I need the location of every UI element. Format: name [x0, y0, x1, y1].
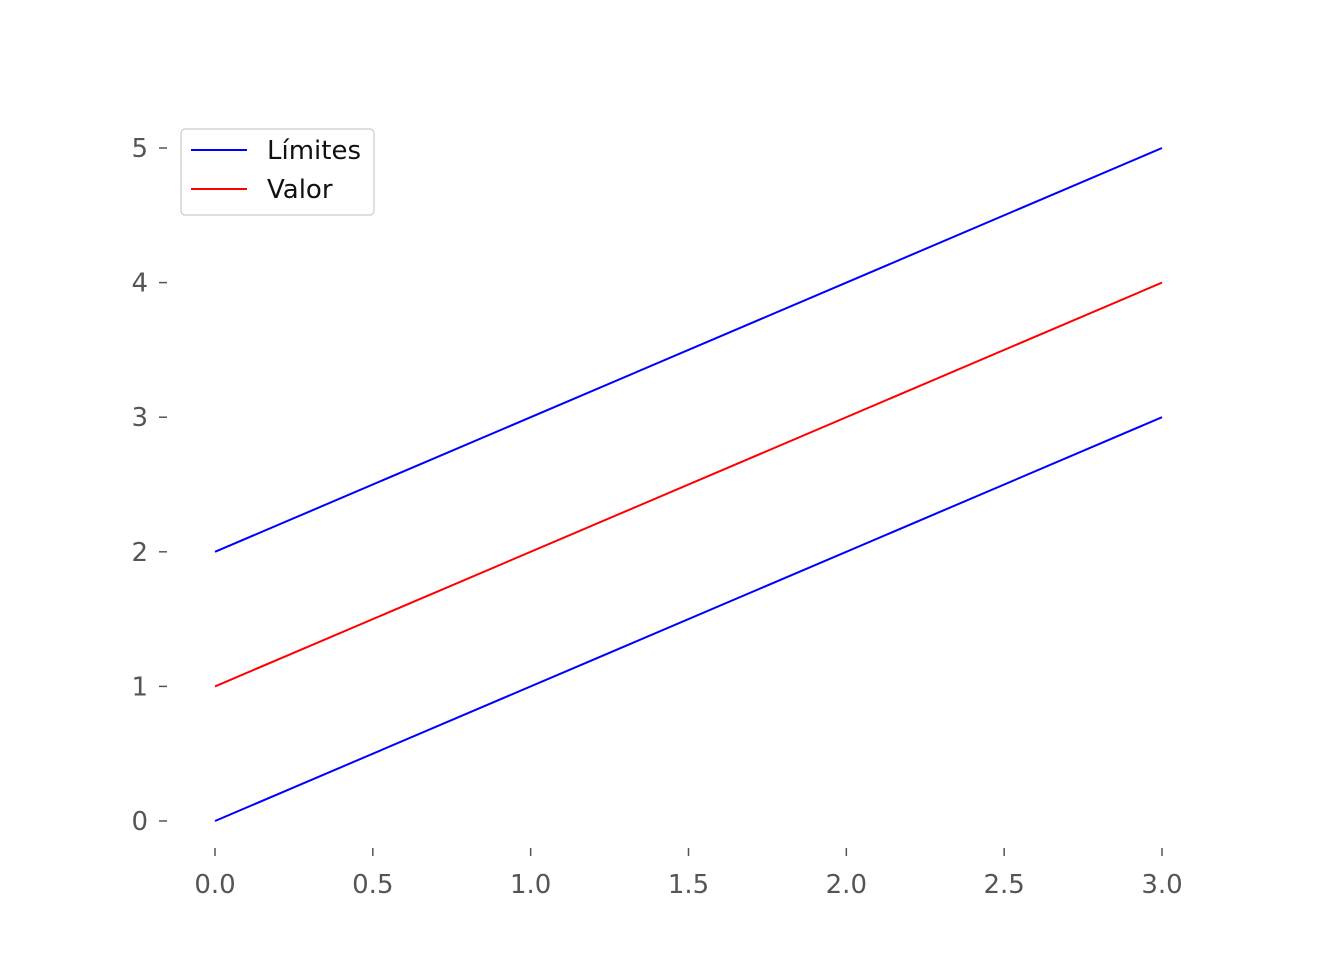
legend-label-limites: Límites: [267, 136, 361, 166]
legend-label-valor: Valor: [267, 175, 333, 205]
x-tick-label: 3.0: [1141, 870, 1182, 900]
y-axis: 0 1 2 3 4 5: [131, 134, 167, 837]
y-tick-label: 0: [131, 807, 148, 837]
legend: Límites Valor: [180, 128, 375, 216]
y-tick-label: 2: [131, 538, 148, 568]
x-tick-label: 2.0: [826, 870, 867, 900]
x-axis: 0.0 0.5 1.0 1.5 2.0 2.5 3.0: [194, 848, 1183, 900]
x-tick-label: 1.0: [510, 870, 551, 900]
x-tick-label: 1.5: [668, 870, 709, 900]
y-tick-label: 1: [131, 672, 148, 702]
y-tick-label: 5: [131, 134, 148, 164]
series-line-valor-1: [214, 281, 1163, 688]
y-tick-label: 3: [131, 403, 148, 433]
y-tick-label: 4: [131, 269, 148, 299]
x-tick-label: 0.0: [194, 870, 235, 900]
series-line-limites-0: [214, 147, 1163, 553]
x-tick-label: 2.5: [983, 870, 1024, 900]
plot-area: [214, 147, 1163, 822]
x-tick-label: 0.5: [352, 870, 393, 900]
series-line-limites-2: [214, 416, 1163, 822]
